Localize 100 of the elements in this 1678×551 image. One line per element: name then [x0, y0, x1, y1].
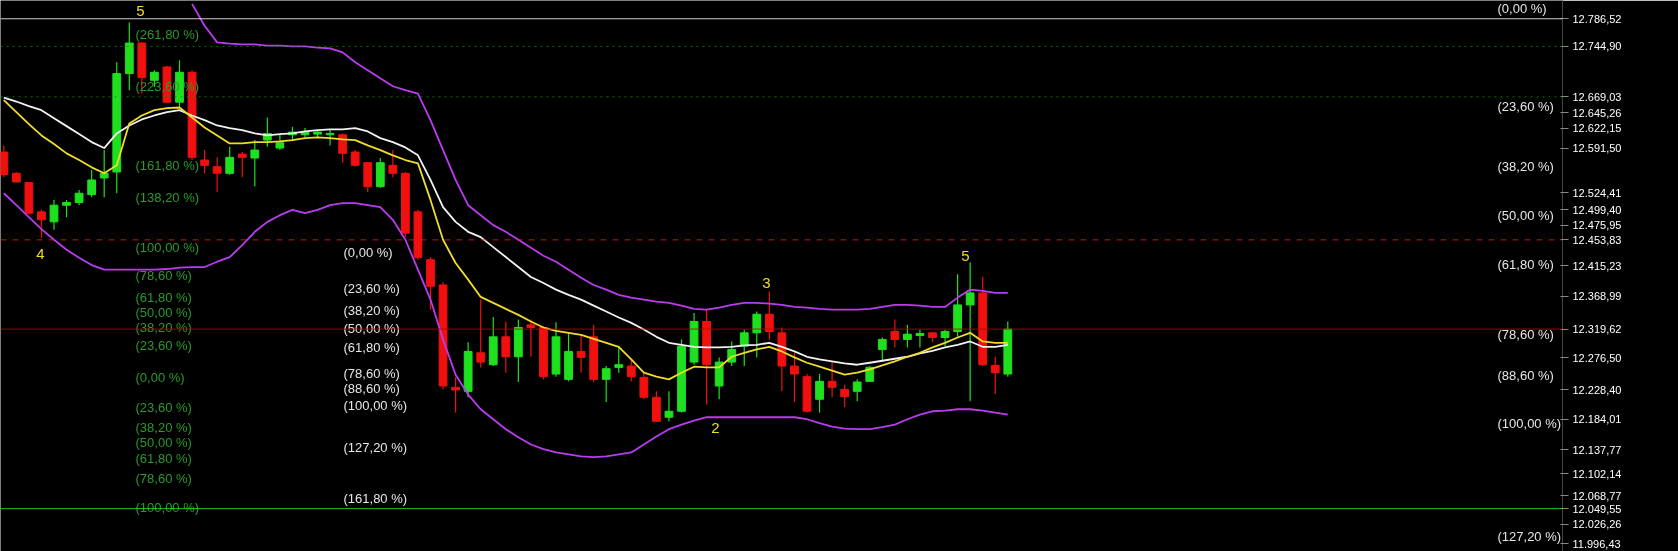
text: (88,60 %)	[1497, 368, 1554, 383]
candlestick	[639, 372, 649, 400]
annotation: (50,00 %)	[343, 321, 400, 336]
candlestick	[375, 157, 385, 189]
y-tick-label: 12.049,55	[1572, 502, 1622, 515]
annotation: 4	[36, 244, 45, 262]
candlestick	[664, 390, 674, 422]
candlestick	[601, 365, 611, 403]
annotation: (88,60 %)	[343, 381, 400, 396]
y-tick-label: 12.645,26	[1572, 106, 1622, 119]
annotation: 5	[136, 1, 145, 19]
candlestick	[915, 328, 925, 349]
annotation: (50,00 %)	[135, 435, 192, 450]
annotation: (61,80 %)	[135, 451, 192, 466]
candlestick	[99, 149, 109, 198]
candlestick	[87, 169, 97, 198]
candlestick	[363, 161, 373, 193]
candlestick	[325, 129, 335, 146]
y-tick-label: 12.415,23	[1572, 259, 1622, 272]
candlestick	[451, 376, 460, 414]
candlestick	[200, 149, 209, 174]
annotation: (78,60 %)	[135, 268, 192, 283]
candlestick	[237, 151, 247, 178]
candlestick	[0, 144, 9, 178]
annotation: (38,20 %)	[135, 420, 192, 435]
annotation: (38,20 %)	[343, 303, 400, 318]
candlestick	[652, 390, 661, 423]
annotation: (0,00 %)	[343, 245, 393, 260]
text: (61,80 %)	[1497, 257, 1554, 272]
annotation: (127,20 %)	[343, 440, 408, 455]
annotation: (161,80 %)	[135, 158, 200, 173]
annotation: (23,60 %)	[343, 281, 400, 296]
candlestick	[815, 373, 824, 414]
candlestick	[250, 139, 260, 188]
y-tick-label: 12.276,50	[1572, 351, 1622, 364]
candlestick	[890, 318, 900, 349]
y-tick-label: 12.669,03	[1572, 90, 1622, 103]
annotation: (100,00 %)	[135, 240, 200, 255]
y-tick-label: 12.499,40	[1572, 203, 1622, 216]
text: (127,20 %)	[1497, 529, 1562, 544]
candlestick	[501, 320, 511, 374]
annotation: (138,20 %)	[135, 190, 200, 205]
annotation: 5	[961, 246, 970, 264]
candlestick	[49, 199, 59, 231]
candlestick	[790, 352, 799, 403]
y-tick-label: 12.102,14	[1572, 467, 1622, 480]
annotation: (78,60 %)	[343, 366, 400, 381]
y-tick-label: 12.184,01	[1572, 413, 1622, 426]
text: (23,60 %)	[1497, 99, 1554, 114]
y-tick-label: 12.744,90	[1572, 40, 1622, 53]
y-tick-label: 12.524,41	[1572, 186, 1622, 199]
annotation: (0,00 %)	[135, 370, 185, 385]
annotation: (261,80 %)	[135, 27, 200, 42]
annotation: 3	[762, 273, 771, 291]
annotation: (61,80 %)	[343, 340, 400, 355]
annotation: 2	[711, 418, 720, 436]
candlestick	[840, 384, 850, 408]
text: (0,00 %)	[1497, 1, 1547, 16]
y-tick-label: 12.786,52	[1572, 12, 1622, 25]
candlestick	[388, 149, 398, 178]
candlestick	[576, 333, 586, 374]
annotation: (100,00 %)	[343, 398, 408, 413]
annotation: (23,60 %)	[135, 400, 192, 415]
candlestick	[526, 318, 536, 358]
candlestick	[764, 291, 774, 341]
y-tick-label: 12.068,77	[1572, 489, 1622, 502]
candlestick	[714, 356, 724, 400]
annotation: (23,60 %)	[135, 338, 192, 353]
y-tick-label: 12.228,40	[1572, 383, 1622, 396]
y-tick-label: 11.996,43	[1572, 537, 1621, 550]
y-tick-label: 12.453,83	[1572, 233, 1622, 246]
candlestick	[626, 358, 636, 382]
candlestick	[990, 356, 1000, 395]
annotation: (50,00 %)	[135, 305, 192, 320]
candlestick	[877, 336, 887, 363]
candlestick	[739, 328, 749, 367]
y-tick-label: 12.622,15	[1572, 122, 1622, 135]
candlestick	[338, 132, 348, 164]
candlestick	[827, 361, 837, 398]
y-tick-label: 12.591,50	[1572, 142, 1622, 155]
candlestick	[476, 299, 486, 368]
text: (50,00 %)	[1497, 208, 1554, 223]
y-tick-label: 12.137,77	[1572, 443, 1622, 456]
text: (38,20 %)	[1497, 159, 1554, 174]
text: (78,60 %)	[1497, 327, 1554, 342]
annotation: (78,60 %)	[135, 471, 192, 486]
candlestick	[965, 261, 975, 402]
y-tick-label: 12.319,62	[1572, 323, 1622, 336]
annotation: (61,80 %)	[135, 290, 192, 305]
y-tick-label: 12.026,26	[1572, 518, 1622, 531]
candlestick	[903, 324, 912, 349]
candlestick	[614, 345, 624, 374]
annotation: (161,80 %)	[343, 491, 408, 506]
text: (100,00 %)	[1497, 416, 1562, 431]
candlestick	[852, 378, 862, 402]
candlestick	[37, 209, 46, 239]
candlestick	[212, 156, 222, 193]
y-tick-label: 12.368,99	[1572, 290, 1622, 303]
y-tick-label: 12.475,95	[1572, 219, 1622, 232]
candlestick	[225, 146, 235, 176]
